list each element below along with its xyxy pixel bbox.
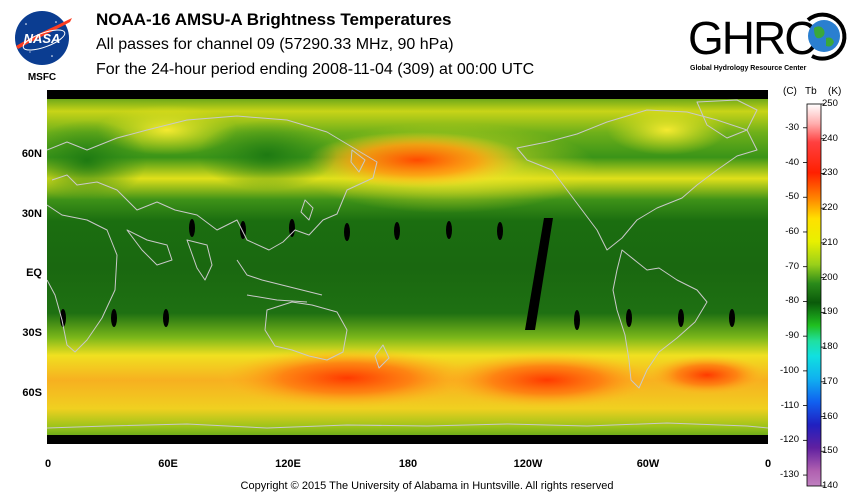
colorbar-kelvin-tick-label: 160 xyxy=(822,410,838,422)
title-line-3: For the 24-hour period ending 2008-11-04… xyxy=(96,61,535,78)
msfc-text: MSFC xyxy=(28,72,56,83)
north-hot-region xyxy=(307,132,527,188)
lat-label-60n: 60N xyxy=(21,148,42,160)
colorbar-kelvin-tick-label: 220 xyxy=(822,202,838,214)
nasa-logo: NASA MSFC xyxy=(15,11,72,83)
data-gaps xyxy=(60,218,735,330)
colorbar-celsius-tick-label: -100 xyxy=(779,364,799,376)
lon-label-120w: 120W xyxy=(513,458,543,470)
ghrc-text: GHRC xyxy=(688,12,816,64)
south-hot-region-2 xyxy=(437,352,657,408)
colorbar-kelvin-tick-label: 190 xyxy=(822,306,838,318)
lon-label-0: 0 xyxy=(44,458,52,470)
colorbar-tb-label: Tb xyxy=(805,86,817,97)
lat-label-60s: 60S xyxy=(22,387,42,399)
colorbar-kelvin-tick-label: 180 xyxy=(822,341,838,353)
colorbar-kelvin-tick-label: 240 xyxy=(822,132,838,144)
colorbar-unit-kelvin: (K) xyxy=(828,86,842,97)
colorbar-celsius-tick-label: -50 xyxy=(785,191,799,203)
lon-label-120e: 120E xyxy=(275,458,301,470)
colorbar-celsius-tick-label: -40 xyxy=(785,156,799,168)
colorbar-celsius-tick-label: -130 xyxy=(779,469,799,481)
colorbar-celsius-tick-label: -70 xyxy=(785,260,799,272)
colorbar-celsius-tick-label: -30 xyxy=(785,121,799,133)
ghrc-logo: GHRC Global Hydrology Resource Center xyxy=(688,12,847,72)
colorbar-celsius-tick-label: -120 xyxy=(779,434,799,446)
title-line-2: All passes for channel 09 (57290.33 MHz,… xyxy=(96,36,454,53)
colorbar-gradient xyxy=(806,103,822,487)
lat-label-30s: 30S xyxy=(22,327,42,339)
colorbar-kelvin-tick-label: 150 xyxy=(822,445,838,457)
lat-label-30n: 30N xyxy=(21,208,42,220)
copyright-text: Copyright © 2015 The University of Alaba… xyxy=(240,480,614,492)
south-polar-gap xyxy=(47,435,768,444)
colorbar-kelvin-tick-label: 170 xyxy=(822,375,838,387)
brightness-temperature-map xyxy=(47,90,768,444)
north-polar-gap xyxy=(47,90,768,99)
title-line-1: NOAA-16 AMSU-A Brightness Temperatures xyxy=(96,10,452,29)
colorbar-kelvin-tick-label: 210 xyxy=(822,236,838,248)
coastlines xyxy=(47,99,768,429)
lon-label-0-east: 0 xyxy=(764,458,772,470)
lon-label-180: 180 xyxy=(398,458,418,470)
colorbar-kelvin-tick-label: 200 xyxy=(822,271,838,283)
colorbar-celsius-tick-label: -90 xyxy=(785,330,799,342)
lat-label-eq: EQ xyxy=(26,267,42,279)
south-hot-region-1 xyxy=(217,348,477,408)
colorbar-celsius-tick-label: -80 xyxy=(785,295,799,307)
colorbar-celsius-tick-label: -110 xyxy=(780,399,799,411)
colorbar-unit-celsius: (C) xyxy=(783,86,797,97)
colorbar-kelvin-tick-label: 250 xyxy=(822,98,838,109)
colorbar xyxy=(803,103,825,487)
nasa-text: NASA xyxy=(24,31,61,46)
ghrc-subtitle: Global Hydrology Resource Center xyxy=(690,65,807,72)
colorbar-kelvin-tick-label: 140 xyxy=(822,480,838,491)
lon-label-60e: 60E xyxy=(158,458,178,470)
colorbar-kelvin-tick-label: 230 xyxy=(822,167,838,179)
lon-label-60w: 60W xyxy=(636,458,660,470)
colorbar-celsius-tick-label: -60 xyxy=(785,225,799,237)
